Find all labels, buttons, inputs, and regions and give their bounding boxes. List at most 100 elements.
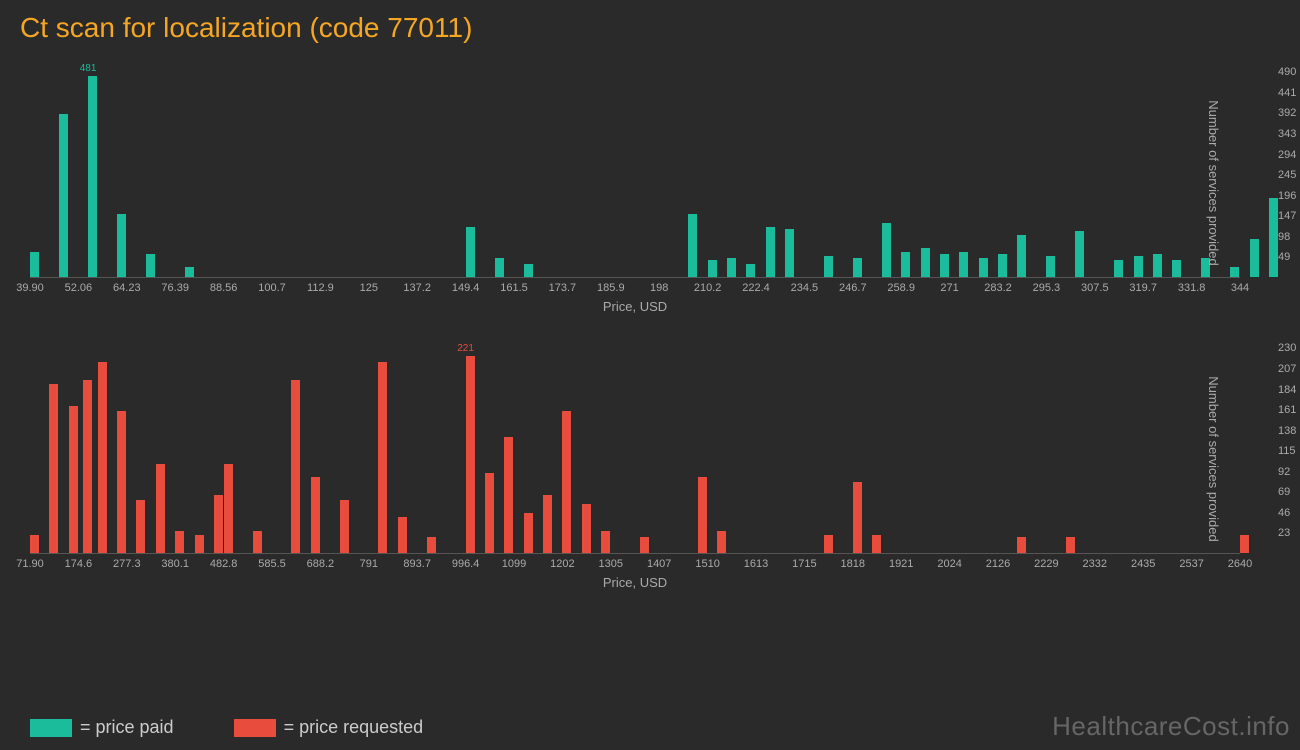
bar <box>524 264 533 277</box>
x-tick: 585.5 <box>258 558 286 570</box>
x-tick: 1613 <box>744 558 768 570</box>
bar <box>785 229 794 277</box>
bar <box>882 223 891 277</box>
x-tick: 688.2 <box>307 558 335 570</box>
x-tick: 258.9 <box>887 282 915 294</box>
y-tick: 184 <box>1278 384 1296 396</box>
bar <box>88 76 97 277</box>
bar <box>83 380 92 553</box>
x-axis-label: Price, USD <box>603 575 667 590</box>
x-tick: 161.5 <box>500 282 528 294</box>
swatch-paid <box>30 719 72 737</box>
x-tick: 2126 <box>986 558 1010 570</box>
bar <box>601 531 610 553</box>
bar <box>378 362 387 553</box>
bar <box>504 437 513 553</box>
bar <box>708 260 717 277</box>
x-tick: 277.3 <box>113 558 141 570</box>
x-tick: 39.90 <box>16 282 44 294</box>
bar <box>214 495 223 553</box>
legend-item-paid: = price paid <box>30 717 174 738</box>
bar <box>117 411 126 553</box>
x-tick: 1921 <box>889 558 913 570</box>
x-tick: 137.2 <box>403 282 431 294</box>
legend-label: = price requested <box>284 717 424 738</box>
bar <box>853 258 862 277</box>
x-tick: 2332 <box>1083 558 1107 570</box>
x-tick: 791 <box>360 558 378 570</box>
y-tick: 46 <box>1278 507 1290 519</box>
bar <box>853 482 862 553</box>
bar <box>195 535 204 553</box>
x-tick: 71.90 <box>16 558 44 570</box>
x-tick: 64.23 <box>113 282 141 294</box>
bar <box>398 517 407 553</box>
bar <box>253 531 262 553</box>
bar <box>224 464 233 553</box>
legend-item-requested: = price requested <box>234 717 424 738</box>
y-tick: 23 <box>1278 527 1290 539</box>
x-tick: 331.8 <box>1178 282 1206 294</box>
bar <box>1075 231 1084 277</box>
y-tick: 138 <box>1278 425 1296 437</box>
bar <box>717 531 726 553</box>
y-tick: 207 <box>1278 363 1296 375</box>
y-axis-label: Number of services provided <box>1206 100 1221 265</box>
x-axis-label: Price, USD <box>603 299 667 314</box>
y-tick: 230 <box>1278 342 1296 354</box>
bar <box>524 513 533 553</box>
bar <box>495 258 504 277</box>
bar <box>582 504 591 553</box>
y-tick: 343 <box>1278 128 1296 140</box>
bar <box>872 535 881 553</box>
x-tick: 222.4 <box>742 282 770 294</box>
y-tick: 147 <box>1278 210 1296 222</box>
x-tick: 76.39 <box>161 282 189 294</box>
x-tick: 344 <box>1231 282 1249 294</box>
bar <box>688 214 697 277</box>
bar <box>1172 260 1181 277</box>
bar <box>543 495 552 553</box>
bar <box>959 252 968 277</box>
legend-label: = price paid <box>80 717 174 738</box>
x-tick: 2024 <box>937 558 961 570</box>
bar <box>824 256 833 277</box>
x-tick: 996.4 <box>452 558 480 570</box>
bar <box>766 227 775 277</box>
x-tick: 295.3 <box>1033 282 1061 294</box>
bar <box>698 477 707 553</box>
x-tick: 1510 <box>695 558 719 570</box>
bar <box>146 254 155 277</box>
watermark: HealthcareCost.info <box>1052 711 1290 742</box>
bar <box>1114 260 1123 277</box>
x-tick: 2640 <box>1228 558 1252 570</box>
bar <box>485 473 494 553</box>
x-tick: 112.9 <box>307 282 334 294</box>
y-tick: 245 <box>1278 169 1296 181</box>
x-tick: 482.8 <box>210 558 238 570</box>
x-tick: 271 <box>940 282 958 294</box>
top-chart: 481 39.9052.0664.2376.3988.56100.7112.91… <box>30 48 1240 318</box>
bar <box>1134 256 1143 277</box>
bar <box>901 252 910 277</box>
y-tick: 490 <box>1278 66 1296 78</box>
x-tick: 198 <box>650 282 668 294</box>
bar <box>466 356 475 553</box>
bar <box>98 362 107 553</box>
bar <box>291 380 300 553</box>
bar <box>746 264 755 277</box>
y-tick: 115 <box>1278 445 1296 457</box>
y-tick: 294 <box>1278 149 1296 161</box>
y-axis-label: Number of services provided <box>1206 376 1221 541</box>
bar <box>979 258 988 277</box>
x-tick: 2229 <box>1034 558 1058 570</box>
bar <box>1230 267 1239 277</box>
bar <box>30 535 39 553</box>
bar <box>562 411 571 553</box>
bar <box>1017 537 1026 553</box>
x-tick: 2435 <box>1131 558 1155 570</box>
bar <box>1269 198 1278 277</box>
x-tick: 1202 <box>550 558 574 570</box>
x-tick: 234.5 <box>791 282 819 294</box>
peak-label: 481 <box>80 63 97 74</box>
